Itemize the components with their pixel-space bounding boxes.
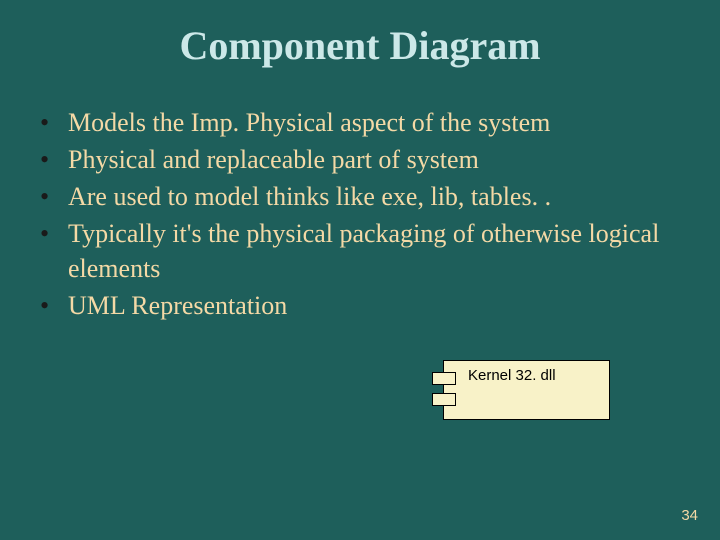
slide: Component Diagram • Models the Imp. Phys… [0, 0, 720, 540]
page-number: 34 [681, 507, 698, 524]
bullet-icon: • [40, 288, 68, 323]
bullet-icon: • [40, 216, 68, 251]
bullet-text: UML Representation [68, 288, 680, 323]
uml-component-label: Kernel 32. dll [468, 367, 556, 384]
bullet-item: • Are used to model thinks like exe, lib… [40, 179, 680, 214]
uml-component-tab [432, 393, 456, 406]
bullet-icon: • [40, 105, 68, 140]
bullet-text: Physical and replaceable part of system [68, 142, 680, 177]
uml-component-tab [432, 372, 456, 385]
bullet-item: • Physical and replaceable part of syste… [40, 142, 680, 177]
bullet-text: Models the Imp. Physical aspect of the s… [68, 105, 680, 140]
bullet-item: • Typically it's the physical packaging … [40, 216, 680, 286]
bullet-text: Are used to model thinks like exe, lib, … [68, 179, 680, 214]
bullet-item: • UML Representation [40, 288, 680, 323]
slide-title: Component Diagram [0, 22, 720, 69]
bullet-icon: • [40, 179, 68, 214]
bullet-item: • Models the Imp. Physical aspect of the… [40, 105, 680, 140]
bullet-icon: • [40, 142, 68, 177]
slide-body: • Models the Imp. Physical aspect of the… [40, 105, 680, 326]
bullet-text: Typically it's the physical packaging of… [68, 216, 680, 286]
